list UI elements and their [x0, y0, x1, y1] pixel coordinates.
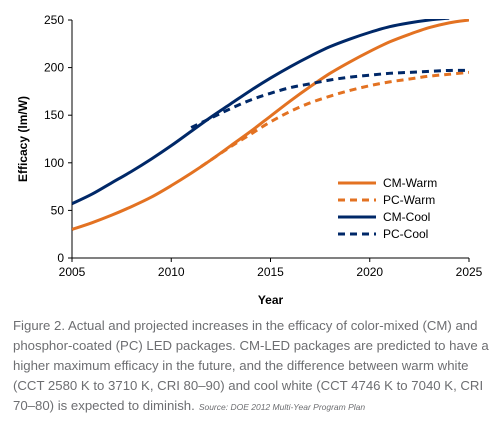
series-line-cm-cool [72, 19, 450, 206]
legend-label-cm-warm: CM-Warm [383, 176, 437, 190]
y-tick-label: 0 [57, 251, 64, 265]
y-axis-title: Efficacy (lm/W) [16, 96, 30, 182]
x-tick-label: 2005 [59, 265, 86, 279]
caption-text: Figure 2. Actual and projected increases… [13, 318, 489, 413]
y-tick-label: 200 [44, 61, 64, 75]
chart-plot-area [72, 19, 469, 231]
series-line-pc-cool [190, 68, 469, 129]
caption-source: Source: DOE 2012 Multi-Year Program Plan [198, 402, 366, 412]
y-tick-label: 250 [44, 13, 64, 27]
series-line-cm-warm [72, 19, 469, 231]
series-line-pc-warm [200, 70, 469, 168]
efficacy-chart: 0 50 100 150 200 250 2005 2010 2015 2020 2025 Year E… [16, 13, 483, 307]
x-tick-label: 2010 [158, 265, 185, 279]
chart-legend: CM-Warm PC-Warm CM-Cool PC-Cool [338, 176, 437, 241]
x-tick-label: 2015 [257, 265, 284, 279]
legend-label-pc-cool: PC-Cool [383, 227, 428, 241]
y-tick-label: 100 [44, 156, 64, 170]
figure-caption: Figure 2. Actual and projected increases… [13, 316, 489, 417]
legend-label-pc-warm: PC-Warm [383, 193, 435, 207]
chart-axes: 0 50 100 150 200 250 2005 2010 2015 2020 2025 Year E… [16, 13, 483, 307]
legend-label-cm-cool: CM-Cool [383, 210, 430, 224]
x-axis-title: Year [258, 293, 284, 307]
x-tick-label: 2025 [456, 265, 483, 279]
x-tick-label: 2020 [356, 265, 383, 279]
y-tick-label: 50 [51, 203, 65, 217]
y-tick-label: 150 [44, 108, 64, 122]
